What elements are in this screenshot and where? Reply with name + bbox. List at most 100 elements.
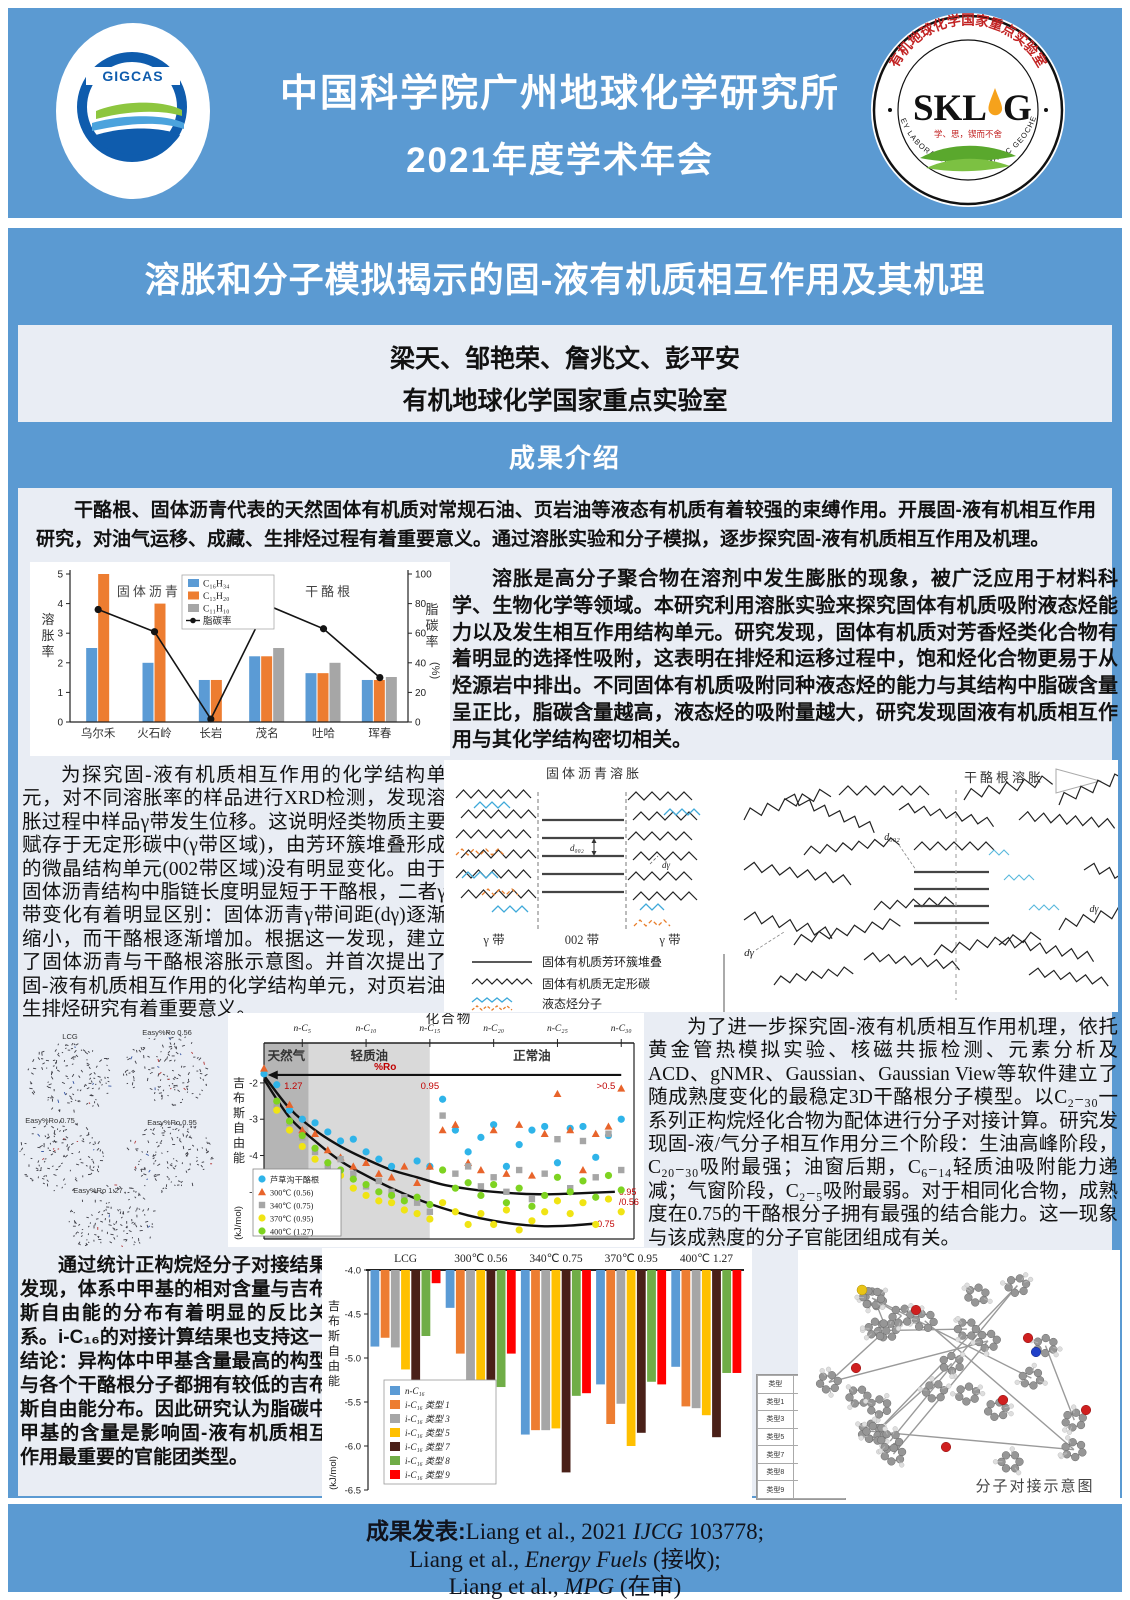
docking-figure-card: 分子对接示意图: [798, 1250, 1120, 1498]
paragraph-xrd: 为探究固-液有机质相互作用的化学结构单元，对不同溶胀率的样品进行XRD检测，发现…: [22, 765, 446, 1020]
svg-text:d₀₀₂: d₀₀₂: [884, 832, 900, 843]
svg-text:Easy%Ro 0.56: Easy%Ro 0.56: [142, 1028, 192, 1037]
gibbs-legend: n-C₁₆ i-C₁₆ 类型 1 i-C₁₆ 类型 3 i-C₁₆ 类型 5 i-C₁₆…: [383, 1379, 497, 1485]
gigcas-logo: GIGCAS: [56, 23, 210, 199]
svg-text:自: 自: [233, 1121, 245, 1135]
svg-text:-4.0: -4.0: [345, 1266, 361, 1277]
svg-text:长岩: 长岩: [199, 726, 222, 740]
table-row-label: 类型9: [757, 1480, 794, 1499]
svg-text:i-C₁₆ 类型 7: i-C₁₆ 类型 7: [405, 1442, 450, 1452]
svg-text:γ 带: γ 带: [482, 933, 504, 947]
svg-text:n-C₃₀: n-C₃₀: [611, 1024, 632, 1034]
svg-text:由: 由: [233, 1136, 245, 1150]
affiliation: 有机地球化学国家重点实验室: [402, 387, 728, 415]
svg-text:370℃ 0.95: 370℃ 0.95: [605, 1253, 658, 1265]
svg-text:4: 4: [57, 599, 63, 610]
svg-text:乌尔禾: 乌尔禾: [81, 726, 116, 740]
table-row-label: 类型1: [757, 1392, 794, 1412]
swelling-schematic: 固体沥青溶胀 干酪根溶胀 d₀₀₂ dγ γ 带 002 带 γ 带固体有机质芳环簇堆叠固体…: [455, 766, 1118, 1012]
svg-text:干酪根溶胀: 干酪根溶胀: [964, 770, 1044, 785]
footer-line-1: 成果发表:Liang et al., 2021 IJCG 103778;: [0, 1512, 1130, 1546]
svg-text:i-C₁₆ 类型 8: i-C₁₆ 类型 8: [405, 1456, 450, 1466]
svg-text:布: 布: [328, 1314, 340, 1328]
footer-text: (接收);: [647, 1547, 721, 1572]
swelling-schematic-card: 固体沥青溶胀 干酪根溶胀 d₀₀₂ dγ γ 带 002 带 γ 带固体有机质芳环簇堆叠 固体…: [444, 760, 1118, 1012]
svg-text:火石岭: 火石岭: [137, 726, 172, 740]
sklog-motto: 学、思，锲而不舍: [934, 129, 1003, 139]
svg-text:0.75: 0.75: [597, 1219, 615, 1229]
sklog-logo: 有机地球化学国家重点实验室 STATE KEY LABORATORY OF OR…: [868, 10, 1065, 207]
table-row-label: 类型5: [757, 1427, 794, 1447]
sklog-center-right: G: [1003, 88, 1032, 129]
svg-text:0.95: 0.95: [619, 1187, 637, 1197]
svg-text:斯: 斯: [328, 1329, 340, 1343]
footer-prefix: 成果发表:: [366, 1518, 466, 1544]
svg-text:能: 能: [328, 1374, 340, 1388]
svg-text:dγ: dγ: [1090, 904, 1100, 915]
footer-journal: IJCG: [633, 1519, 683, 1544]
svg-text:i-C₁₆ 类型 9: i-C₁₆ 类型 9: [405, 1470, 450, 1480]
svg-text:3: 3: [57, 629, 63, 640]
paragraph-methyl: 通过统计正构烷烃分子对接结果发现，体系中甲基的相对含量与吉布斯自由能的分布有着明…: [20, 1255, 328, 1468]
svg-text:80: 80: [415, 599, 427, 610]
svg-text:300℃ (0.56): 300℃ (0.56): [270, 1189, 314, 1198]
scatter-legend: 芦草沟干酪根 300℃ (0.56) 340℃ (0.75) 370℃ (0.95) 4…: [252, 1168, 342, 1237]
svg-text:脂碳率: 脂碳率: [203, 615, 232, 627]
svg-text:0.95: 0.95: [421, 1081, 440, 1092]
svg-text:370℃ (0.95): 370℃ (0.95): [270, 1215, 314, 1224]
svg-text:轻质油: 轻质油: [351, 1048, 389, 1063]
swelling-chart: 乌尔禾 火石岭 长岩 茂名 吐哈 珲春 0 1 2 3 4 5 0 20 40 60 80 100 固体沥青 干酪根溶…: [41, 570, 441, 741]
svg-text:dγ: dγ: [744, 947, 755, 959]
svg-text:40: 40: [415, 658, 427, 669]
svg-text:C₁₃H₂₀: C₁₃H₂₀: [203, 592, 229, 602]
svg-text:1.27: 1.27: [284, 1081, 303, 1092]
svg-text:n-C₂₅: n-C₂₅: [547, 1024, 568, 1034]
svg-text:n-C₂₀: n-C₂₀: [483, 1024, 504, 1034]
svg-text:-4: -4: [249, 1151, 258, 1162]
svg-text:%Ro: %Ro: [374, 1062, 396, 1073]
svg-text:固体沥青: 固体沥青: [117, 584, 181, 599]
svg-text:Easy%Ro 1.27: Easy%Ro 1.27: [73, 1186, 123, 1195]
svg-text:液态烃分子: 液态烃分子: [542, 996, 602, 1011]
svg-text:-4.5: -4.5: [345, 1310, 361, 1321]
header-event-title: 2021年度学术年会: [406, 141, 714, 180]
svg-text:珲春: 珲春: [368, 727, 391, 740]
svg-text:能: 能: [233, 1151, 245, 1165]
svg-text:溶: 溶: [41, 612, 54, 627]
svg-text:布: 布: [233, 1091, 245, 1105]
svg-text:/0.56: /0.56: [619, 1197, 639, 1207]
svg-text:i-C₁₆ 类型 5: i-C₁₆ 类型 5: [405, 1428, 450, 1438]
svg-text:化合物: 化合物: [426, 1013, 473, 1026]
svg-text:340℃ (0.75): 340℃ (0.75): [270, 1202, 314, 1211]
footer-text: 103778;: [682, 1519, 764, 1544]
svg-text:茂名: 茂名: [256, 726, 279, 740]
svg-text:400℃ (1.27): 400℃ (1.27): [270, 1228, 314, 1237]
svg-text:Easy%Ro 0.75: Easy%Ro 0.75: [25, 1116, 75, 1125]
gibbs-scatter-chart: 天然气 轻质油 正常油 n-C₅ n-C₁₀ n-C₁₅ n-C₂₀ n-C₂₅ n-C₃₀ 化合…: [233, 1013, 639, 1240]
docking-figure: 分子对接示意图: [815, 1272, 1093, 1495]
footer-band: [8, 1504, 1122, 1592]
svg-text:n-C₁₅: n-C₁₅: [419, 1024, 440, 1034]
svg-text:固体有机质芳环簇堆叠: 固体有机质芳环簇堆叠: [542, 954, 662, 969]
svg-text:LCG: LCG: [62, 1032, 78, 1041]
svg-text:率: 率: [41, 644, 54, 659]
scatter-points: [260, 1064, 626, 1234]
authors-panel: 梁天、邹艳荣、詹兆文、彭平安 有机地球化学国家重点实验室: [18, 325, 1112, 422]
svg-text:干酪根: 干酪根: [305, 584, 353, 599]
svg-text:吐哈: 吐哈: [312, 727, 335, 740]
svg-text:0: 0: [57, 718, 63, 729]
svg-text:n-C₁₆: n-C₁₆: [405, 1386, 425, 1396]
svg-text:dγ: dγ: [662, 860, 671, 870]
svg-text:n-C₅: n-C₅: [293, 1024, 311, 1034]
svg-text:(%): (%): [429, 662, 441, 679]
svg-text:胀: 胀: [41, 628, 54, 643]
paragraph-swelling: 溶胀是高分子聚合物在溶剂中发生膨胀的现象，被广泛应用于材料科学、生物化学等领域。…: [452, 568, 1118, 751]
svg-text:d₀₀₂: d₀₀₂: [570, 843, 584, 853]
svg-text:正常油: 正常油: [513, 1048, 551, 1063]
svg-text:100: 100: [415, 570, 432, 581]
svg-text:天然气: 天然气: [268, 1048, 306, 1063]
svg-text:由: 由: [328, 1359, 340, 1373]
table-row-label: 类型8: [757, 1462, 794, 1482]
